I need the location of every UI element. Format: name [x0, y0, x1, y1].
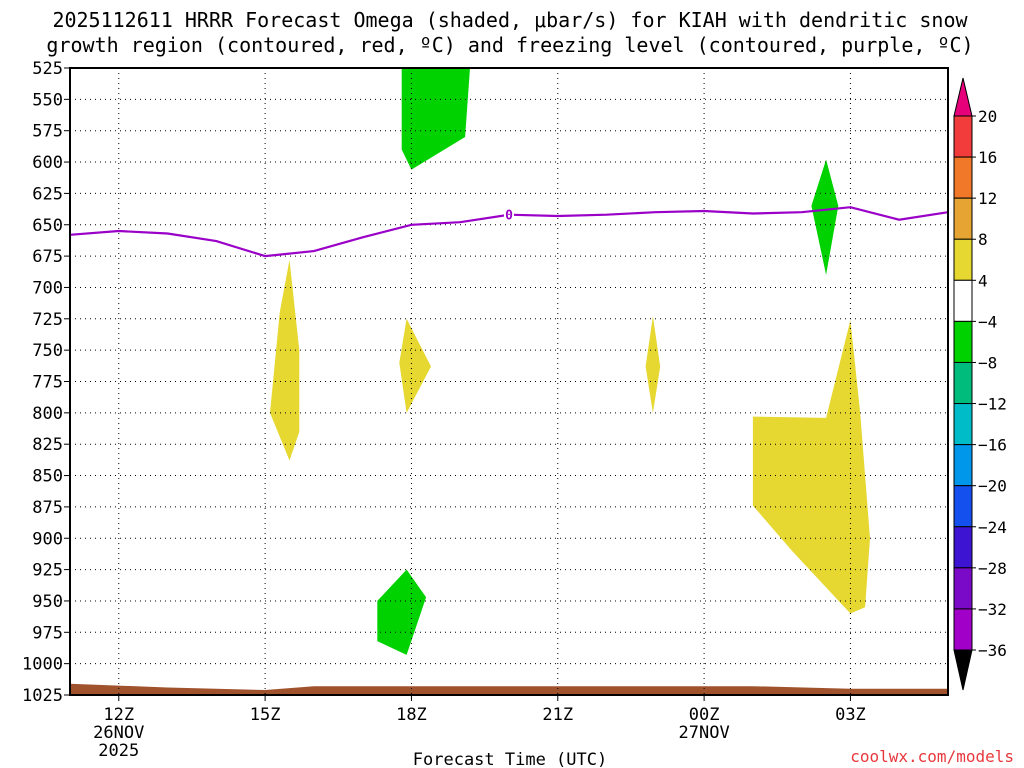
y-tick-label-575: 575	[32, 122, 63, 142]
omega-region-yellow-1	[270, 259, 300, 461]
x-tick-label-27NOV: 27NOV	[679, 723, 730, 743]
colorbar-swatch-7	[953, 403, 973, 446]
y-tick-label-675: 675	[32, 247, 63, 267]
omega-region-green-right	[811, 159, 839, 275]
x-tick-label-15Z: 15Z	[250, 705, 281, 725]
colorbar-label-9: −20	[978, 477, 1007, 496]
colorbar-swatch-4	[953, 279, 973, 322]
y-tick-label-650: 650	[32, 216, 63, 236]
colorbar: 20 16 12 8 4 −4 −8 −12 −16 −20 −24 −28 −32 −36	[953, 77, 1007, 691]
colorbar-swatch-11	[953, 567, 973, 610]
x-tick-label-03Z: 03Z	[835, 705, 866, 725]
x-tick-label-26NOV: 26NOV	[93, 723, 144, 743]
y-tick-label-525: 525	[32, 59, 63, 79]
freezing-level-label: 0	[505, 209, 513, 224]
colorbar-label-2: 12	[978, 189, 997, 208]
x-axis-label: Forecast Time (UTC)	[413, 750, 607, 768]
colorbar-swatch-10	[953, 526, 973, 569]
freezing-level-label-bg	[504, 207, 514, 222]
chart-title: 2025112611 HRRR Forecast Omega (shaded, …	[46, 8, 973, 57]
x-tick-label-21Z: 21Z	[542, 705, 573, 725]
colorbar-swatch-2	[953, 197, 973, 240]
colorbar-label-8: −16	[978, 436, 1007, 455]
plot-area: 525 550 575 600 625 650 675 700 725 750 775 800 825 8…	[22, 59, 949, 761]
y-tick-label-725: 725	[32, 310, 63, 330]
colorbar-swatch-5	[953, 320, 973, 363]
y-tick-label-975: 975	[32, 623, 63, 643]
y-tick-label-625: 625	[32, 184, 63, 204]
colorbar-swatch-9	[953, 485, 973, 528]
surface-ground	[70, 683, 948, 695]
y-tick-label-600: 600	[32, 153, 63, 173]
y-tick-label-1000: 1000	[22, 655, 63, 675]
omega-region-green-lower	[377, 569, 427, 655]
y-tick-label-950: 950	[32, 592, 63, 612]
x-tick-label-2025: 2025	[98, 741, 139, 761]
colorbar-label-10: −24	[978, 518, 1007, 537]
colorbar-swatch-3	[953, 238, 973, 281]
y-tick-label-825: 825	[32, 435, 63, 455]
y-tick-label-750: 750	[32, 341, 63, 361]
colorbar-label-3: 8	[978, 230, 988, 249]
colorbar-top-triangle	[953, 77, 973, 117]
colorbar-label-13: −36	[978, 641, 1007, 660]
colorbar-swatch-0	[953, 115, 973, 158]
y-tick-label-800: 800	[32, 404, 63, 424]
y-tick-label-875: 875	[32, 498, 63, 518]
colorbar-label-11: −28	[978, 559, 1007, 578]
colorbar-label-12: −32	[978, 600, 1007, 619]
omega-region-yellow-2	[399, 318, 431, 413]
colorbar-label-6: −8	[978, 353, 997, 372]
y-tick-label-1025: 1025	[22, 686, 63, 706]
omega-region-green-upper	[401, 68, 470, 170]
colorbar-label-0: 20	[978, 107, 997, 126]
colorbar-label-7: −12	[978, 395, 1007, 414]
colorbar-swatch-12	[953, 608, 973, 651]
x-tick-label-18Z: 18Z	[396, 705, 427, 725]
x-tick-label-00Z: 00Z	[689, 705, 720, 725]
y-tick-label-700: 700	[32, 278, 63, 298]
credit-text: coolwx.com/models	[850, 747, 1014, 766]
y-tick-label-925: 925	[32, 561, 63, 581]
colorbar-swatch-1	[953, 156, 973, 199]
colorbar-swatch-6	[953, 361, 973, 405]
colorbar-label-5: −4	[978, 312, 997, 331]
colorbar-label-1: 16	[978, 148, 997, 167]
y-tick-label-900: 900	[32, 529, 63, 549]
chart-title-line-2: growth region (contoured, red, ºC) and f…	[46, 33, 973, 57]
x-tick-label-12Z: 12Z	[103, 705, 134, 725]
omega-region-yellow-4	[752, 320, 870, 614]
colorbar-label-4: 4	[978, 271, 988, 290]
colorbar-swatch-8	[953, 444, 973, 487]
plot-frame	[69, 67, 949, 696]
y-tick-label-775: 775	[32, 373, 63, 393]
chart-title-line-1: 2025112611 HRRR Forecast Omega (shaded, …	[52, 8, 968, 32]
omega-region-yellow-3	[645, 316, 661, 413]
y-tick-label-550: 550	[32, 90, 63, 110]
y-tick-label-850: 850	[32, 467, 63, 487]
colorbar-bottom-triangle	[953, 649, 973, 691]
